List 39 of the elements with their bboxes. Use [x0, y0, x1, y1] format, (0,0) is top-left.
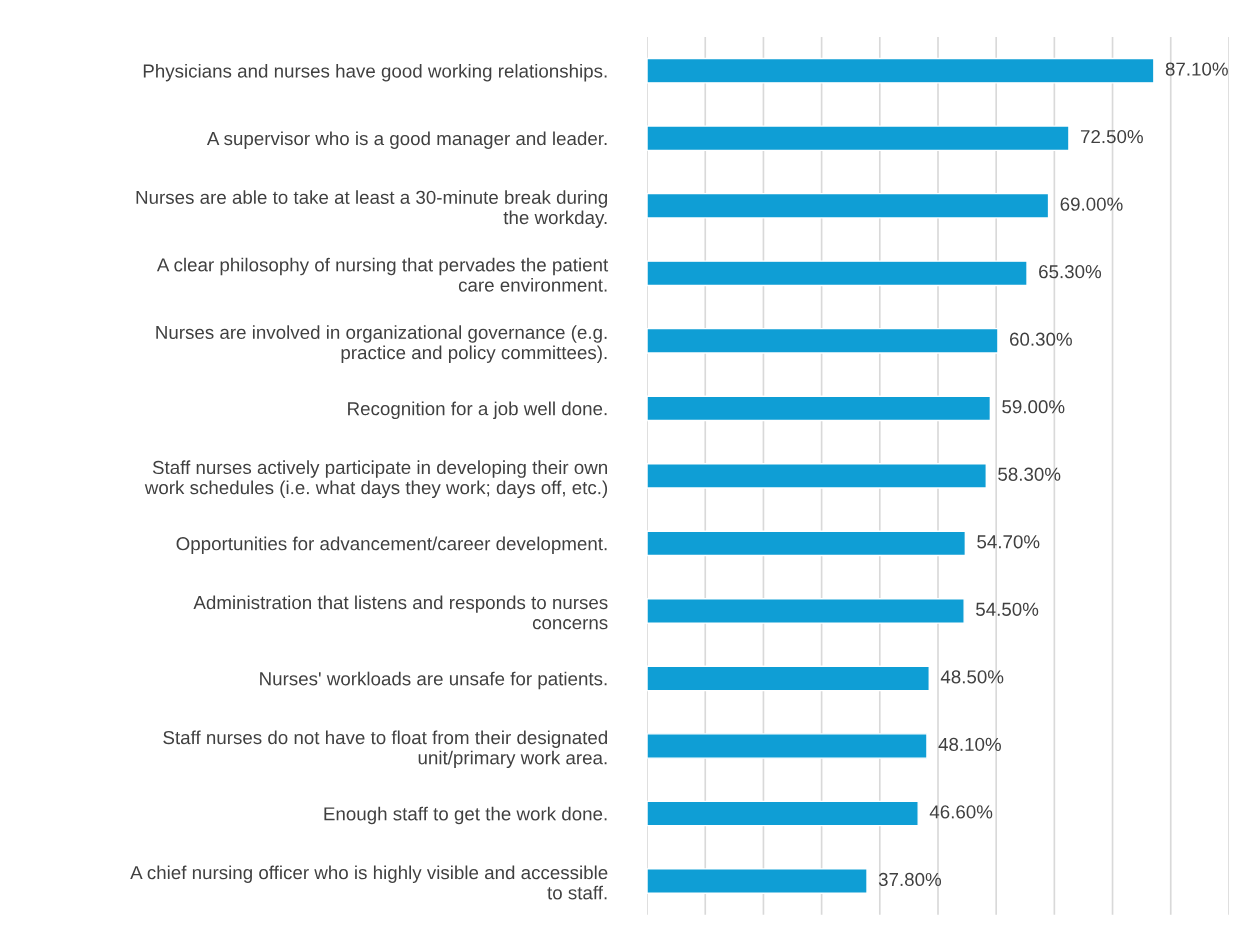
- bar: [647, 327, 999, 354]
- y-tick-label: Recognition for a job well done.: [348, 401, 607, 420]
- data-label: 60.30%: [1009, 332, 1072, 346]
- bar: [647, 598, 965, 624]
- bar: [647, 463, 987, 489]
- bar: [647, 57, 1155, 84]
- bar: [647, 530, 967, 557]
- y-tick-label: A clear philosophy of nursing that pervades the patient care environment.: [156, 257, 609, 292]
- data-label: 37.80%: [878, 872, 942, 887]
- y-tick-label: A supervisor who is a good manager and leader.: [206, 131, 607, 149]
- data-label: 59.00%: [1002, 400, 1065, 414]
- data-label: 48.10%: [938, 737, 1001, 752]
- bar: [647, 395, 992, 422]
- bar: [647, 733, 928, 759]
- data-label: 87.10%: [1165, 62, 1228, 76]
- y-tick-label: Staff nurses do not have to float from their designated unit/primary work area.: [163, 730, 607, 769]
- data-label: 65.30%: [1039, 265, 1102, 279]
- bar: [647, 125, 1070, 152]
- y-tick-label: Opportunities for advancement/career development.: [176, 536, 607, 555]
- y-tick-label: Administration that listens and responds to nurses concerns: [193, 595, 608, 630]
- bar: [647, 800, 919, 827]
- data-label: 72.50%: [1080, 129, 1143, 144]
- y-tick-label: Enough staff to get the work done.: [324, 806, 607, 825]
- data-label: 58.30%: [998, 467, 1061, 481]
- y-tick-label: Nurses are able to take at least a 30-minute break during the workday.: [136, 190, 607, 228]
- data-label: 69.00%: [1060, 197, 1123, 211]
- bar: [647, 868, 868, 894]
- data-label: 54.70%: [977, 535, 1040, 549]
- bar: [647, 665, 930, 692]
- y-tick-label: A chief nursing officer who is highly visible and accessible to staff.: [130, 865, 608, 900]
- bar: [647, 260, 1028, 287]
- y-tick-label: Physicians and nurses have good working relationships.: [143, 63, 607, 82]
- y-tick-label: Nurses are involved in organizational governance (e.g. practice and policy committees).: [156, 325, 607, 363]
- y-tick-label: Staff nurses actively participate in developing their own work schedules (i.e. what days they work; days off, etc.): [144, 460, 608, 499]
- bar: [647, 192, 1050, 219]
- y-tick-label: Nurses' workloads are unsafe for patients.: [260, 671, 607, 690]
- data-label: 48.50%: [940, 670, 1004, 684]
- data-label: 54.50%: [976, 602, 1039, 616]
- data-label: 46.60%: [929, 805, 993, 819]
